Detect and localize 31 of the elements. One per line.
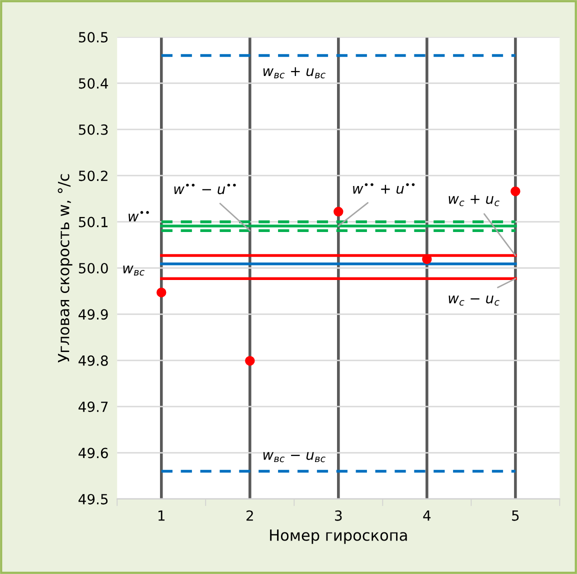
- y-tick-label: 50.3: [78, 124, 108, 135]
- point: [422, 254, 432, 264]
- annotation: w$_{с}$ + u$_{с}$: [448, 195, 500, 206]
- y-tick-label: 50.5: [78, 32, 108, 42]
- y-tick-label: 49.7: [78, 402, 108, 412]
- annotation: w$^{••}$ + u$^{••}$: [353, 183, 415, 194]
- y-tick-label: 50.2: [78, 170, 108, 182]
- x-tick-label: 5: [512, 510, 519, 521]
- y-tick-label: 49.9: [78, 309, 108, 320]
- x-tick-label: 2: [246, 510, 253, 521]
- point: [245, 356, 255, 366]
- point: [334, 206, 344, 217]
- x-axis-title: Номер гироскопа: [270, 530, 407, 544]
- annotation: w$^{••}$ − u$^{••}$: [174, 184, 236, 194]
- y-tick-label: 49.8: [78, 355, 108, 366]
- y-tick-label: 49.6: [78, 448, 108, 458]
- annotation: w$^{••}$: [128, 211, 149, 222]
- y-tick-label: 50.0: [78, 262, 108, 274]
- annotation: w$_{с}$ − u$_{с}$: [448, 296, 500, 306]
- y-tick-label: 50.4: [78, 78, 108, 89]
- point: [510, 186, 520, 196]
- x-tick-label: 1: [158, 510, 165, 521]
- x-tick-label: 4: [423, 510, 431, 521]
- point: [156, 288, 166, 298]
- y-tick-label: 49.5: [78, 494, 108, 504]
- y-axis-title: Угловая скорость w, °/с: [58, 174, 72, 362]
- annotation: w$_{вс}$ − u$_{вс}$: [263, 452, 326, 462]
- y-tick-label: 50.1: [78, 216, 108, 228]
- annotation: w$_{вс}$ + u$_{вс}$: [263, 67, 326, 78]
- x-tick-label: 3: [335, 510, 342, 521]
- annotation: w$_{вс}$: [123, 266, 145, 276]
